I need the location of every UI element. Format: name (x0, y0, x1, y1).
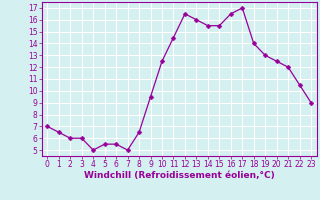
X-axis label: Windchill (Refroidissement éolien,°C): Windchill (Refroidissement éolien,°C) (84, 171, 275, 180)
